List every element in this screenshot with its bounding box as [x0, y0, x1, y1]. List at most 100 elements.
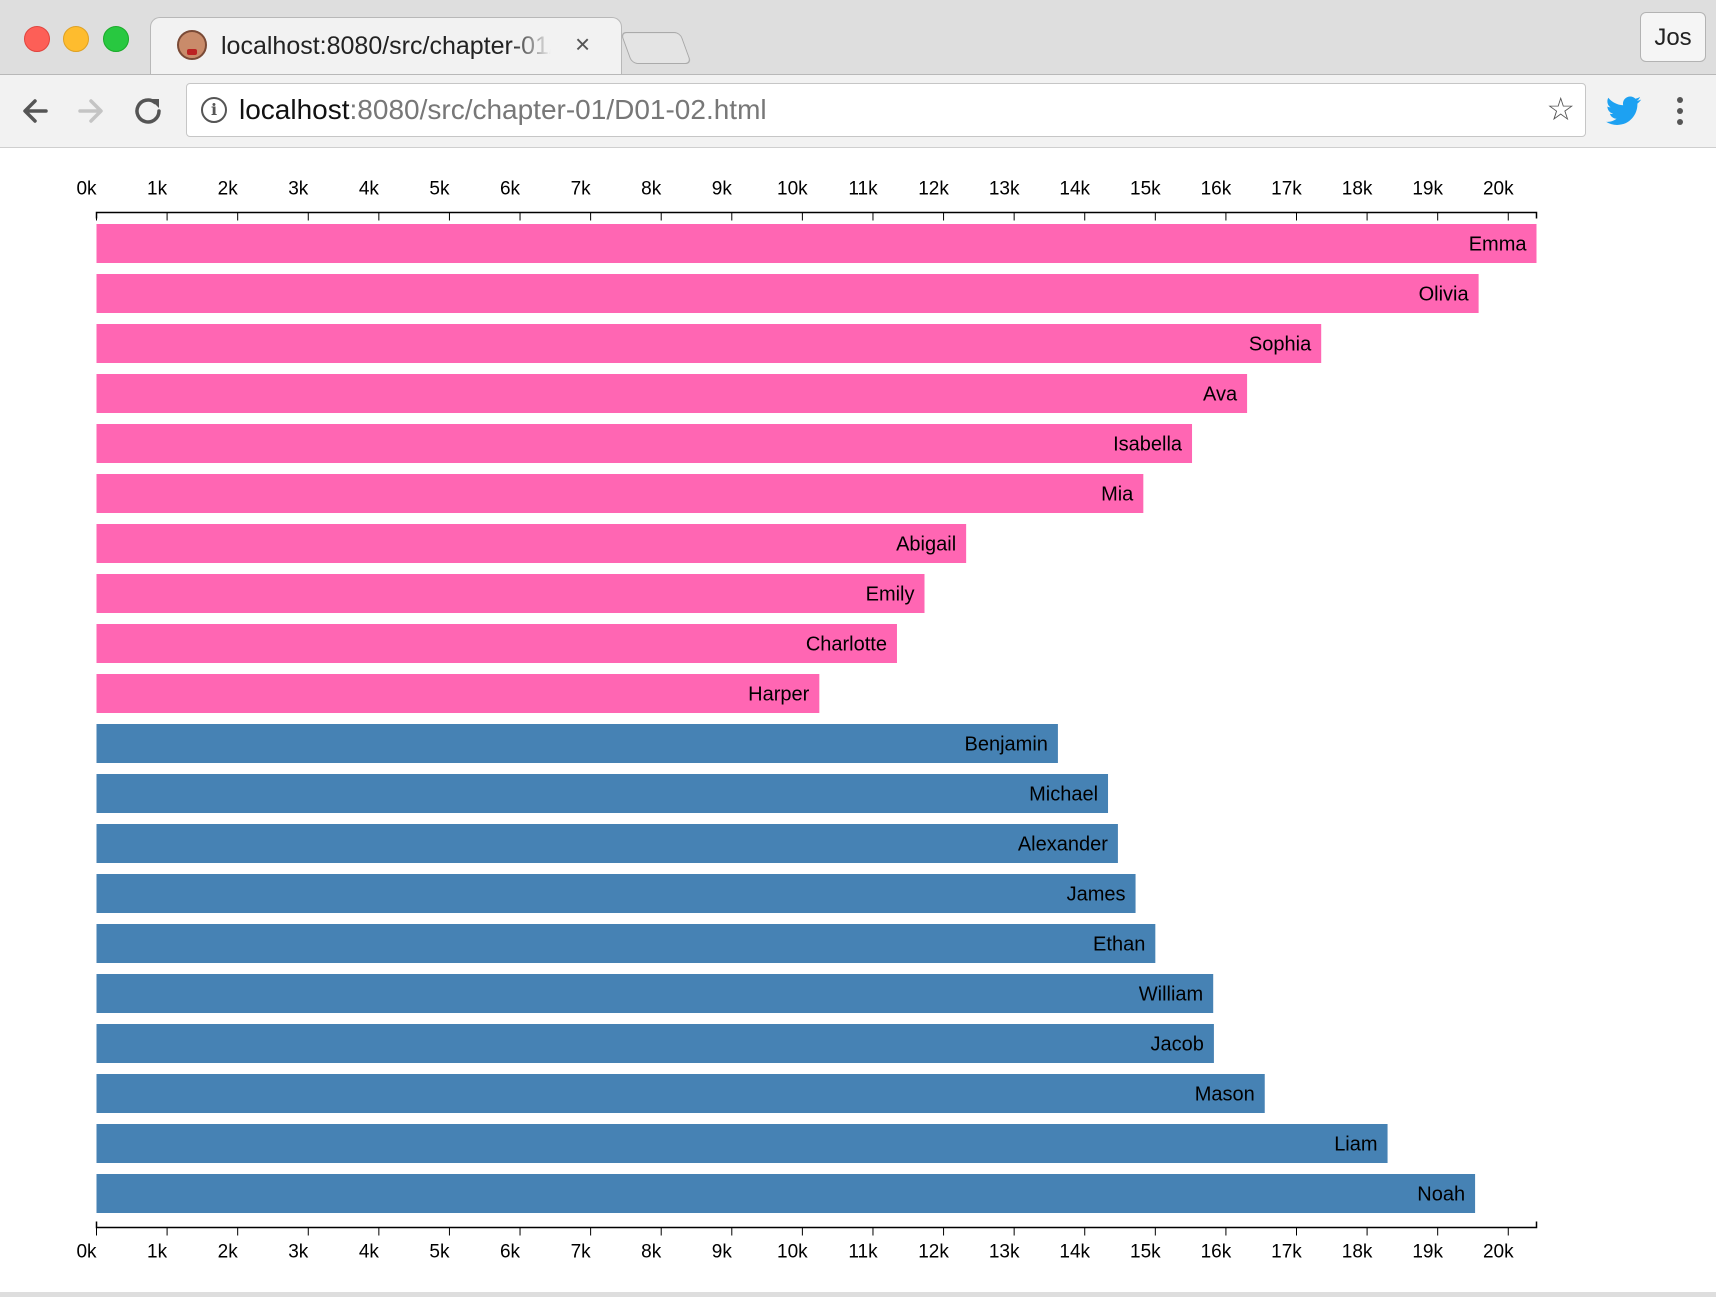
menu-icon[interactable]	[1668, 91, 1692, 131]
top-axis-tick-label: 11k	[848, 179, 878, 200]
bar-label: Abigail	[896, 534, 956, 556]
bottom-axis-tick-label: 6k	[500, 1242, 521, 1263]
top-axis-line	[95, 211, 1538, 219]
bottom-axis-tick-label: 2k	[218, 1242, 239, 1263]
bottom-axis-tick-label: 4k	[359, 1242, 380, 1263]
back-icon[interactable]	[16, 91, 56, 131]
bottom-axis-tick-label: 20k	[1483, 1242, 1514, 1263]
forward-icon[interactable]	[70, 91, 110, 131]
bar-label: Jacob	[1151, 1034, 1204, 1056]
bar-label: Sophia	[1249, 334, 1312, 356]
toolbar: i localhost:8080/src/chapter-01/D01-02.h…	[0, 74, 1716, 148]
bar-label: Emily	[866, 584, 915, 606]
bar	[96, 874, 1136, 913]
tab-active[interactable]: localhost:8080/src/chapter-01/D01-02.htm…	[150, 17, 622, 76]
top-axis-tick-label: 20k	[1483, 179, 1514, 200]
top-axis-tick-label: 19k	[1412, 179, 1443, 200]
zoom-window-button[interactable]	[103, 26, 129, 52]
bar	[96, 1124, 1388, 1163]
bottom-axis-tick-label: 13k	[989, 1242, 1020, 1263]
bottom-axis-tick-label: 19k	[1412, 1242, 1443, 1263]
bar-label: James	[1067, 884, 1126, 906]
bottom-axis-tick-label: 3k	[288, 1242, 309, 1263]
bar-label: Benjamin	[965, 734, 1048, 756]
bar	[96, 324, 1322, 363]
bottom-axis-tick-label: 1k	[147, 1242, 168, 1263]
bar	[96, 224, 1537, 263]
bar	[96, 1024, 1214, 1063]
bottom-axis-tick-label: 14k	[1059, 1242, 1090, 1263]
bar	[96, 474, 1144, 513]
tab-bar: localhost:8080/src/chapter-01/D01-02.htm…	[0, 0, 1716, 76]
bottom-axis-tick-label: 11k	[848, 1242, 878, 1263]
new-tab-button[interactable]	[620, 32, 692, 64]
bottom-axis-tick-label: 8k	[641, 1242, 662, 1263]
bar	[96, 574, 925, 613]
bar	[96, 924, 1156, 963]
minimize-window-button[interactable]	[63, 26, 89, 52]
top-axis-tick-label: 7k	[571, 179, 592, 200]
jenkins-favicon	[177, 30, 207, 60]
bar	[96, 1074, 1265, 1113]
close-window-button[interactable]	[24, 26, 50, 52]
bar	[96, 974, 1214, 1013]
bottom-axis-tick-label: 7k	[571, 1242, 592, 1263]
bar-label: Mason	[1195, 1084, 1255, 1106]
info-icon[interactable]: i	[201, 97, 227, 123]
page-content: 0k 1k 2k 3k 4k 5k 6k 7k 8k 9k 10k 11k 12k 13k 14k 15k 16…	[0, 148, 1716, 1292]
bar	[96, 1174, 1476, 1213]
bar	[96, 424, 1193, 463]
bar	[96, 274, 1479, 313]
bottom-axis-tick-label: 12k	[918, 1242, 949, 1263]
top-axis-tick-label: 13k	[989, 179, 1020, 200]
top-axis-tick-label: 4k	[359, 179, 380, 200]
top-axis-tick-label: 17k	[1271, 179, 1302, 200]
top-axis-tick-label: 18k	[1342, 179, 1373, 200]
bar	[96, 624, 897, 663]
bar	[96, 524, 967, 563]
top-axis-tick-label: 6k	[500, 179, 521, 200]
bar-chart: 0k 1k 2k 3k 4k 5k 6k 7k 8k 9k 10k 11k 12k 13k 14k 15k 16…	[76, 179, 1538, 1263]
bottom-axis-tick-label: 10k	[777, 1242, 808, 1263]
bar	[96, 674, 820, 713]
bar-label: Noah	[1417, 1184, 1465, 1206]
url-text[interactable]: localhost:8080/src/chapter-01/D01-02.htm…	[239, 94, 767, 126]
tab-title: localhost:8080/src/chapter-01/D01-02.htm…	[221, 32, 551, 60]
url-host: localhost	[239, 94, 350, 125]
reload-icon[interactable]	[128, 91, 168, 131]
bottom-axis-tick-label: 15k	[1130, 1242, 1161, 1263]
bar-label: Ethan	[1093, 934, 1145, 956]
top-axis-tick-label: 2k	[218, 179, 239, 200]
top-axis-tick-label: 0k	[76, 179, 97, 200]
bar	[96, 374, 1248, 413]
bar-label: Alexander	[1018, 834, 1108, 856]
top-axis-tick-label: 9k	[712, 179, 733, 200]
top-axis-tick-label: 1k	[147, 179, 168, 200]
bar-label: Olivia	[1419, 284, 1470, 306]
twitter-icon[interactable]	[1604, 91, 1644, 131]
address-bar[interactable]: i localhost:8080/src/chapter-01/D01-02.h…	[186, 83, 1586, 137]
top-axis-tick-label: 3k	[288, 179, 309, 200]
close-icon[interactable]: ×	[575, 29, 591, 59]
bar	[96, 824, 1118, 863]
bottom-axis-tick-label: 16k	[1201, 1242, 1232, 1263]
bottom-axis-line	[95, 1221, 1538, 1229]
bar-label: Liam	[1334, 1134, 1377, 1156]
url-path: :8080/src/chapter-01/D01-02.html	[349, 94, 767, 125]
bottom-axis-tick-label: 5k	[429, 1242, 450, 1263]
top-axis-tick-label: 14k	[1059, 179, 1090, 200]
star-icon[interactable]: ☆	[1546, 91, 1575, 127]
top-axis-tick-label: 5k	[429, 179, 450, 200]
bar-label: Charlotte	[806, 634, 887, 656]
bar	[96, 774, 1109, 813]
bottom-axis-tick-label: 17k	[1271, 1242, 1302, 1263]
bar	[96, 724, 1058, 763]
bar-label: Michael	[1029, 784, 1098, 806]
top-axis-tick-label: 12k	[918, 179, 949, 200]
profile-button[interactable]: Jos	[1640, 12, 1706, 62]
bottom-axis-tick-label: 9k	[712, 1242, 733, 1263]
top-axis-tick-label: 8k	[641, 179, 662, 200]
top-axis-tick-label: 15k	[1130, 179, 1161, 200]
top-axis-tick-label: 16k	[1201, 179, 1232, 200]
